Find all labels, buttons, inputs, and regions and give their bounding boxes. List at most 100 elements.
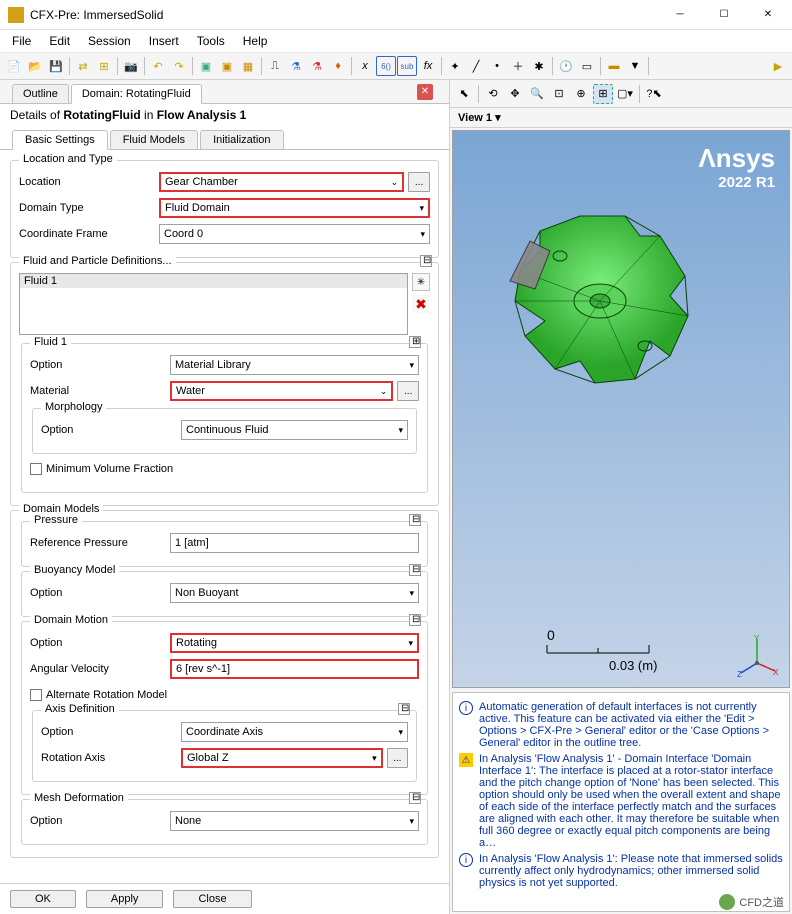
tab-domain[interactable]: Domain: RotatingFluid (71, 84, 202, 104)
menu-bar: File Edit Session Insert Tools Help (0, 30, 792, 52)
menu-session[interactable]: Session (80, 32, 139, 50)
undo-icon[interactable]: ↶ (148, 56, 168, 76)
run-icon[interactable]: ▶ (768, 56, 788, 76)
minvol-checkbox[interactable] (30, 463, 42, 475)
wand-icon[interactable]: ✦ (445, 56, 465, 76)
menu-edit[interactable]: Edit (41, 32, 78, 50)
config-icon[interactable]: ▭ (577, 56, 597, 76)
fx-icon[interactable]: fx (418, 56, 438, 76)
rotaxis-combo[interactable]: Global Z▾ (181, 748, 383, 768)
flask1-icon[interactable]: ⚗ (286, 56, 306, 76)
box-icon[interactable]: ⊞ (94, 56, 114, 76)
morph-option-combo[interactable]: Continuous Fluid▾ (181, 420, 408, 440)
line-icon[interactable]: ╱ (466, 56, 486, 76)
select-icon[interactable]: ⬉ (454, 84, 474, 104)
dot-icon[interactable]: • (487, 56, 507, 76)
collapse-icon[interactable]: ⊟ (409, 514, 421, 526)
tool1-icon[interactable]: ▬ (604, 56, 624, 76)
menu-tools[interactable]: Tools (189, 32, 233, 50)
ok-button[interactable]: OK (10, 890, 76, 908)
open-icon[interactable]: 📂 (25, 56, 45, 76)
window-title: CFX-Pre: ImmersedSolid (30, 8, 658, 22)
motion-option-combo[interactable]: Rotating▾ (170, 633, 419, 653)
list-item[interactable]: Fluid 1 (20, 274, 407, 288)
viewport-3d[interactable]: Λnsys 2022 R1 (452, 130, 790, 688)
info-icon: i (459, 701, 473, 715)
redo-icon[interactable]: ↷ (169, 56, 189, 76)
new-icon[interactable]: 📄 (4, 56, 24, 76)
flask2-icon[interactable]: ⚗ (307, 56, 327, 76)
rotaxis-browse-button[interactable]: ... (387, 748, 408, 768)
apply-button[interactable]: Apply (86, 890, 164, 908)
group-fluid-defs: Fluid and Particle Definitions... (19, 255, 176, 267)
fluid-option-combo[interactable]: Material Library▾ (170, 355, 419, 375)
cube1-icon[interactable]: ▣ (196, 56, 216, 76)
sparkle-icon[interactable]: ✱ (529, 56, 549, 76)
bolt-icon[interactable]: ⎍ (265, 56, 285, 76)
flame-icon[interactable]: ♦ (328, 56, 348, 76)
axis-option-combo[interactable]: Coordinate Axis▾ (181, 722, 408, 742)
group-location-type: Location and Type (19, 153, 117, 165)
menu-file[interactable]: File (4, 32, 39, 50)
material-browse-button[interactable]: ... (397, 381, 419, 401)
clock-icon[interactable]: 🕐 (556, 56, 576, 76)
tab-outline[interactable]: Outline (12, 84, 69, 104)
watermark: CFD之道 (719, 894, 784, 910)
tab-basic-settings[interactable]: Basic Settings (12, 130, 108, 150)
cube2-icon[interactable]: ▣ (217, 56, 237, 76)
new-fluid-icon[interactable]: ✳ (412, 273, 430, 291)
refpressure-label: Reference Pressure (30, 537, 170, 549)
help-icon[interactable]: ?⬉ (644, 84, 664, 104)
group-pressure: Pressure (30, 514, 82, 526)
message-text: In Analysis 'Flow Analysis 1': Please no… (479, 853, 783, 889)
view-icon[interactable]: ⊞ (593, 84, 613, 104)
tab-close-icon[interactable]: ✕ (417, 84, 433, 100)
fluid-list[interactable]: Fluid 1 (19, 273, 408, 335)
close-button[interactable]: ✕ (746, 1, 790, 29)
wire-icon[interactable]: ▢▾ (615, 84, 635, 104)
fit-icon[interactable]: ⊕ (571, 84, 591, 104)
coord-frame-combo[interactable]: Coord 0▾ (159, 224, 430, 244)
expand-icon[interactable]: ⊞ (409, 336, 421, 348)
mesh-option-combo[interactable]: None▾ (170, 811, 419, 831)
tool2-icon[interactable]: ▼ (625, 56, 645, 76)
angvel-input[interactable]: 6 [rev s^-1] (170, 659, 419, 679)
domain-type-label: Domain Type (19, 202, 159, 214)
60-icon[interactable]: 6() (376, 56, 396, 76)
camera-icon[interactable]: 📷 (121, 56, 141, 76)
collapse-icon[interactable]: ⊟ (409, 792, 421, 804)
cube3-icon[interactable]: ▦ (238, 56, 258, 76)
save-icon[interactable]: 💾 (46, 56, 66, 76)
tree-icon[interactable]: ⇄ (73, 56, 93, 76)
location-browse-button[interactable]: ... (408, 172, 430, 192)
zoom-icon[interactable]: 🔍 (527, 84, 547, 104)
scale-bar: 0 0.03 (m) (545, 627, 657, 673)
xx-icon[interactable]: x (355, 56, 375, 76)
collapse-icon[interactable]: ⊟ (409, 564, 421, 576)
menu-help[interactable]: Help (235, 32, 276, 50)
altrot-checkbox[interactable] (30, 689, 42, 701)
delete-fluid-icon[interactable]: ✖ (412, 295, 430, 313)
material-combo[interactable]: Water⌄ (170, 381, 393, 401)
domain-type-combo[interactable]: Fluid Domain▾ (159, 198, 430, 218)
minimize-button[interactable]: ─ (658, 1, 702, 29)
sub-icon[interactable]: sub (397, 56, 417, 76)
minvol-label: Minimum Volume Fraction (46, 463, 173, 475)
buoy-option-combo[interactable]: Non Buoyant▾ (170, 583, 419, 603)
rotate-icon[interactable]: ⟲ (483, 84, 503, 104)
location-combo[interactable]: Gear Chamber⌄ (159, 172, 404, 192)
plus-icon[interactable]: ＋ (508, 56, 528, 76)
zoombox-icon[interactable]: ⊡ (549, 84, 569, 104)
tab-fluid-models[interactable]: Fluid Models (110, 130, 198, 150)
pan-icon[interactable]: ✥ (505, 84, 525, 104)
refpressure-input[interactable]: 1 [atm] (170, 533, 419, 553)
menu-insert[interactable]: Insert (141, 32, 187, 50)
motion-option-label: Option (30, 637, 170, 649)
collapse-icon[interactable]: ⊟ (398, 703, 410, 715)
close-button[interactable]: Close (173, 890, 251, 908)
view-header[interactable]: View 1 ▾ (450, 108, 792, 128)
collapse-icon[interactable]: ⊟ (409, 614, 421, 626)
maximize-button[interactable]: ☐ (702, 1, 746, 29)
collapse-icon[interactable]: ⊟ (420, 255, 432, 267)
tab-initialization[interactable]: Initialization (200, 130, 283, 150)
